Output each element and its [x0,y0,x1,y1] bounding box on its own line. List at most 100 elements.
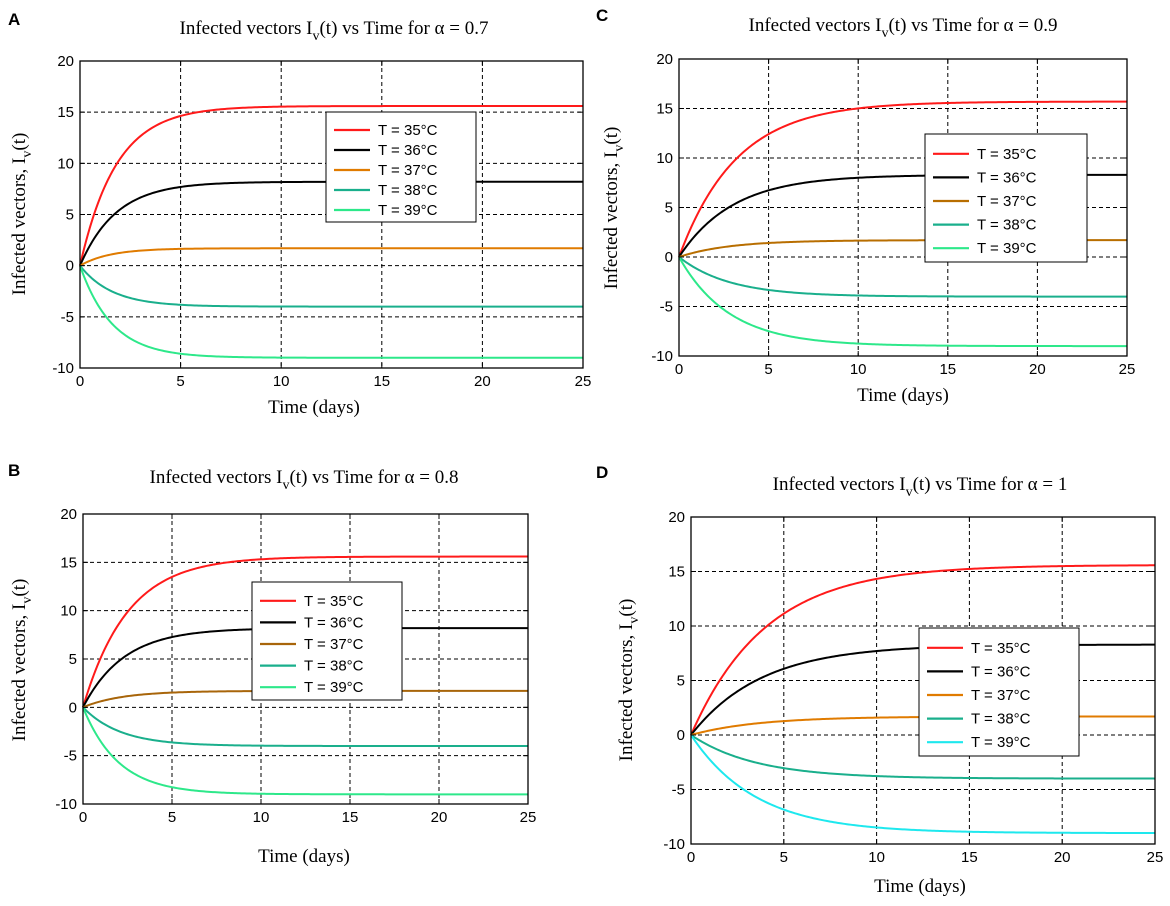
x-tick-label: 10 [273,373,290,390]
legend: T = 35°C T = 36°C T = 37°C T = 38°C T = 39°C [924,133,1088,263]
chart-title-subscript: v [881,26,888,41]
series-line-5 [678,256,1127,348]
x-axis-label: Time (days) [874,876,966,897]
chart-panel-a: A Infected vectors Iv(t) vs Time for α = … [8,10,591,418]
series-line-1 [678,100,1127,258]
y-tick-label: -10 [663,836,685,853]
y-tick-label: 5 [677,673,685,690]
y-axis-label-end: (t) [9,133,30,151]
series-line-1 [690,564,1156,736]
y-axis-label-main: Infected vectors, I [9,604,30,742]
y-tick-label: 0 [69,699,77,716]
legend-entry: T = 37°C [971,687,1031,704]
y-tick-label: 10 [57,155,74,172]
y-axis-label-main: Infected vectors, I [601,152,622,290]
legend-entry: T = 35°C [304,593,364,610]
x-tick-label: 15 [342,809,359,826]
y-tick-label: 0 [665,249,673,266]
x-axis-label: Time (days) [268,397,360,418]
legend-entry: T = 36°C [971,663,1031,680]
x-tick-label: 10 [253,809,270,826]
chart-title-subscript: v [906,485,913,500]
x-tick-label: 20 [1054,849,1071,866]
x-tick-label: 0 [687,849,695,866]
legend-entry: T = 35°C [977,146,1037,163]
x-tick-label: 10 [868,849,885,866]
chart-title: Infected vectors Iv(t) vs Time for α = 0… [749,15,1058,41]
x-tick-label: 10 [850,361,867,378]
legend-entry: T = 37°C [304,636,364,653]
y-tick-label: 10 [668,618,685,635]
x-tick-label: 25 [520,809,537,826]
legend-entry: T = 39°C [304,679,364,696]
x-tick-label: 5 [764,361,772,378]
x-tick-label: 5 [176,373,184,390]
x-tick-label: 20 [1029,361,1046,378]
chart-title-main: Infected vectors I [749,15,882,36]
series-line-3 [79,247,583,267]
legend-entry: T = 37°C [977,193,1037,210]
y-tick-label: 0 [677,727,685,744]
legend-entry: T = 36°C [304,614,364,631]
y-axis-label: Infected vectors, Iv(t) [9,579,35,742]
panel-letter: C [596,6,608,25]
y-tick-label: -5 [672,782,685,799]
y-axis-label: Infected vectors, Iv(t) [9,133,35,296]
y-tick-label: 15 [656,101,673,118]
y-axis-label: Infected vectors, Iv(t) [601,127,627,290]
x-axis-label: Time (days) [857,385,949,406]
x-tick-label: 5 [780,849,788,866]
legend-entry: T = 35°C [971,640,1031,657]
legend-entry: T = 38°C [304,658,364,675]
legend-entry: T = 38°C [378,182,438,199]
y-axis-label-end: (t) [616,599,637,617]
chart-title-rest: (t) vs Time for α = 0.8 [289,467,458,488]
chart-title-rest: (t) vs Time for α = 1 [913,474,1068,495]
legend-entry: T = 39°C [378,202,438,219]
y-tick-label: -10 [651,348,673,365]
y-tick-label: 20 [57,53,74,70]
chart-title-subscript: v [282,478,289,493]
y-tick-label: 20 [668,509,685,526]
chart-title: Infected vectors Iv(t) vs Time for α = 0… [180,18,489,44]
y-tick-label: -10 [55,796,77,813]
y-axis-label: Infected vectors, Iv(t) [616,599,642,762]
x-tick-label: 0 [79,809,87,826]
series-line-5 [82,706,528,796]
chart-title: Infected vectors Iv(t) vs Time for α = 1 [773,474,1068,500]
series-line-4 [690,734,1156,780]
y-axis-label-subscript: v [20,597,35,604]
panel-letter: B [8,461,20,480]
chart-title-rest: (t) vs Time for α = 0.9 [888,15,1057,36]
series-line-4 [82,706,528,747]
y-tick-label: 20 [656,51,673,68]
series-line-1 [82,555,528,708]
x-tick-label: 25 [575,373,592,390]
y-axis-label-subscript: v [627,617,642,624]
y-tick-label: 10 [656,150,673,167]
legend-entry: T = 37°C [378,162,438,179]
x-tick-label: 25 [1119,361,1136,378]
chart-title-main: Infected vectors I [150,467,283,488]
legend-entry: T = 38°C [971,711,1031,728]
y-tick-label: 15 [57,104,74,121]
legend-entry: T = 39°C [971,734,1031,751]
series-line-4 [79,265,583,308]
legend-entry: T = 38°C [977,217,1037,234]
chart-title: Infected vectors Iv(t) vs Time for α = 0… [150,467,459,493]
y-tick-label: 5 [665,200,673,217]
chart-panel-c: C Infected vectors Iv(t) vs Time for α = … [596,6,1135,406]
legend-box [924,133,1088,263]
y-tick-label: -10 [52,360,74,377]
x-tick-label: 0 [675,361,683,378]
y-tick-label: 5 [69,651,77,668]
legend-entry: T = 39°C [977,240,1037,257]
legend-entry: T = 36°C [977,169,1037,186]
series-line-5 [690,734,1155,835]
x-tick-label: 15 [373,373,390,390]
panel-letter: A [8,10,20,29]
x-tick-label: 20 [474,373,491,390]
legend: T = 35°C T = 36°C T = 37°C T = 38°C T = 39°C [325,111,477,223]
